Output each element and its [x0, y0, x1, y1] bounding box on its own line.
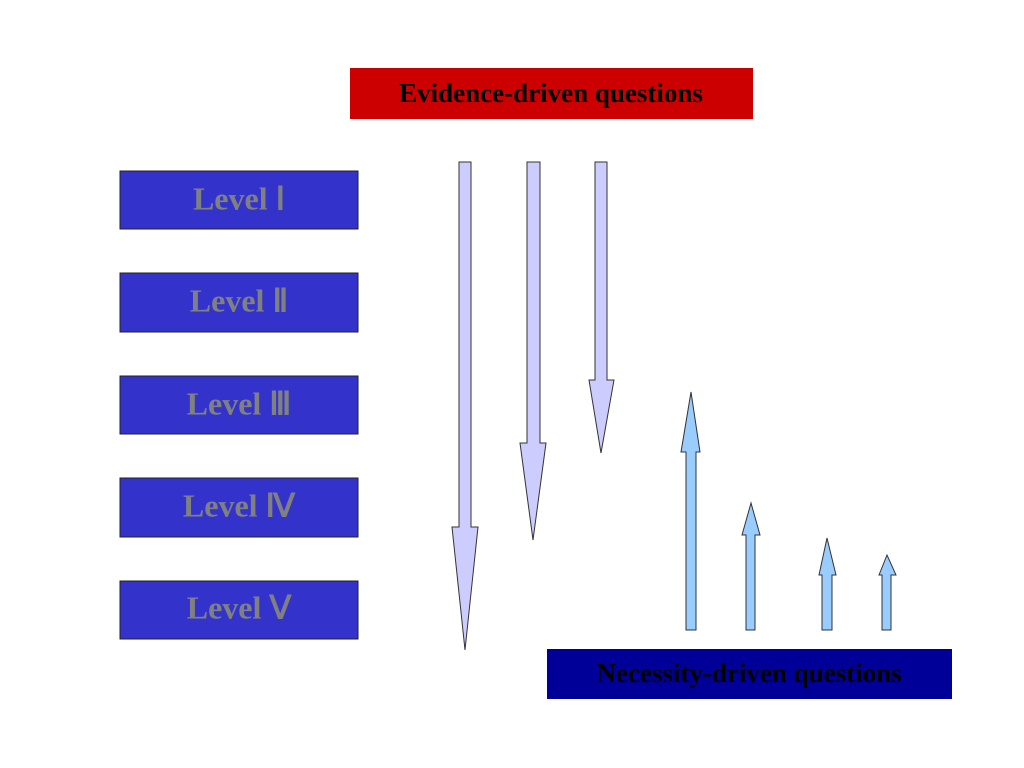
level-label: Level Ⅱ	[190, 282, 288, 318]
down-arrow	[451, 161, 479, 651]
level-box	[119, 580, 359, 640]
level-label: Level Ⅴ	[187, 589, 293, 625]
up-arrow	[680, 391, 701, 631]
up-arrow	[818, 537, 837, 631]
bottom-label: Necessity-driven questions	[596, 658, 901, 688]
bottom-label-box	[547, 649, 952, 699]
level-box	[119, 375, 359, 435]
top-label: Evidence-driven questions	[399, 78, 703, 108]
up-arrow	[878, 553, 897, 631]
top-label-box	[350, 68, 753, 119]
down-arrow	[588, 161, 615, 454]
down-arrow	[519, 161, 547, 541]
level-label: Level Ⅰ	[193, 180, 285, 216]
up-arrow	[741, 501, 761, 631]
level-box	[119, 272, 359, 333]
level-label: Level Ⅳ	[183, 487, 297, 523]
level-box	[119, 170, 359, 230]
level-box	[119, 477, 359, 538]
level-label: Level Ⅲ	[187, 385, 292, 421]
